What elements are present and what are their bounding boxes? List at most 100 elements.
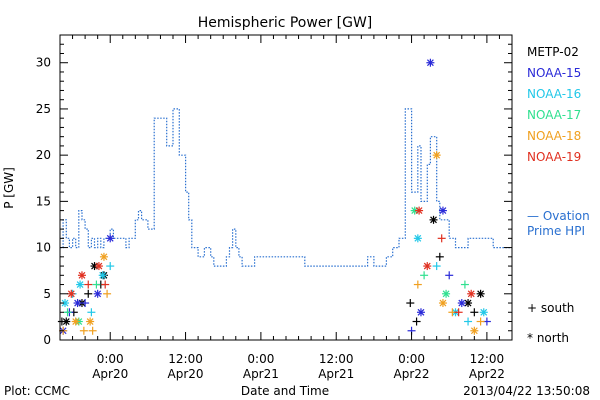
point-stroke: [426, 59, 434, 67]
x-tick-label-date: Apr20: [92, 367, 128, 381]
ovation-series-layer: [60, 108, 512, 267]
point-stroke: [415, 207, 423, 215]
point-stroke: [62, 318, 70, 325]
y-tick-label: 30: [36, 56, 51, 70]
data-point-noaa-19-north: [415, 206, 424, 215]
data-point-metp-02-south: [406, 299, 415, 308]
ovation-hpi-line: [60, 108, 512, 267]
data-point-noaa-16-south: [432, 262, 441, 271]
point-stroke: [74, 299, 82, 307]
y-tick-label: 15: [36, 194, 51, 208]
point-stroke: [67, 290, 75, 298]
x-tick-label-time: 12:00: [319, 352, 354, 366]
data-point-noaa-18-north: [86, 317, 95, 326]
x-tick-label-time: 0:00: [398, 352, 425, 366]
legend-marker-north: * north: [527, 331, 569, 345]
point-stroke: [414, 234, 422, 242]
x-tick-label-date: Apr21: [318, 367, 354, 381]
x-tick-label-time: 0:00: [247, 352, 274, 366]
data-point-noaa-15-north: [73, 299, 82, 308]
data-point-noaa-16-north: [98, 271, 107, 280]
point-stroke: [99, 271, 107, 279]
data-point-noaa-18-north: [71, 317, 80, 326]
x-tick-label-date: Apr22: [394, 367, 430, 381]
data-point-metp-02-south: [470, 308, 479, 317]
y-tick-label: 20: [36, 148, 51, 162]
data-point-noaa-15-north: [438, 206, 447, 215]
data-point-noaa-18-south: [413, 280, 422, 289]
data-point-noaa-16-north: [61, 299, 70, 308]
point-stroke: [433, 151, 441, 159]
data-point-noaa-17-south: [460, 280, 469, 289]
point-stroke: [464, 299, 472, 307]
x-tick-label-date: Apr21: [243, 367, 279, 381]
data-point-noaa-16-south: [87, 308, 96, 317]
data-point-noaa-16-south: [106, 262, 115, 271]
point-stroke: [61, 299, 69, 307]
point-stroke: [86, 318, 94, 325]
point-stroke: [423, 262, 431, 270]
data-point-noaa-17-south: [420, 271, 429, 280]
data-point-metp-02-north: [476, 289, 485, 298]
y-tick-label: 0: [43, 333, 51, 347]
point-stroke: [76, 281, 84, 288]
point-stroke: [477, 290, 485, 298]
y-tick-label: 25: [36, 102, 51, 116]
data-point-noaa-17-south: [63, 308, 72, 317]
legend-entry-noaa-18: NOAA-18: [527, 129, 581, 143]
data-point-noaa-15-north: [426, 58, 435, 67]
point-stroke: [470, 327, 478, 335]
y-axis-label: P [GW]: [2, 167, 16, 209]
point-stroke: [458, 299, 466, 307]
data-point-noaa-19-north: [467, 289, 476, 298]
point-stroke: [417, 308, 425, 316]
x-tick-label-time: 12:00: [470, 352, 505, 366]
point-stroke: [439, 207, 447, 215]
point-stroke: [430, 216, 437, 224]
data-point-noaa-15-north: [93, 289, 102, 298]
data-point-noaa-18-south: [79, 326, 88, 335]
point-stroke: [442, 290, 450, 298]
data-point-noaa-15-north: [106, 234, 115, 243]
data-point-noaa-15-north: [416, 308, 425, 317]
y-tick-label: 10: [36, 241, 51, 255]
legend-entry-noaa-16: NOAA-16: [527, 87, 581, 101]
data-point-metp-02-south: [435, 252, 444, 261]
data-point-noaa-18-north: [470, 326, 479, 335]
data-point-noaa-15-south: [445, 271, 454, 280]
data-point-noaa-15-north: [457, 299, 466, 308]
data-point-noaa-18-north: [99, 252, 108, 261]
x-tick-label-time: 0:00: [97, 352, 124, 366]
point-stroke: [78, 271, 86, 279]
data-point-noaa-18-north: [438, 299, 447, 308]
footer-timestamp: 2013/04/22 13:50:08: [463, 384, 590, 398]
data-point-noaa-19-north: [94, 262, 103, 271]
point-stroke: [100, 253, 108, 261]
x-axis-label: Date and Time: [241, 384, 329, 398]
data-point-noaa-19-south: [454, 308, 463, 317]
point-stroke: [467, 290, 475, 298]
legend-entry-noaa-17: NOAA-17: [527, 108, 581, 122]
legend-entry-noaa-15: NOAA-15: [527, 66, 581, 80]
data-point-metp-02-north: [429, 215, 438, 224]
legend-marker-south: + south: [527, 301, 574, 315]
data-point-noaa-19-south: [101, 280, 110, 289]
axes-layer: 0510152025300:00Apr2012:00Apr200:00Apr21…: [36, 34, 513, 381]
data-point-metp-02-south: [84, 289, 93, 298]
data-point-noaa-18-south: [88, 326, 97, 335]
legend-entry-metp-02: METP-02: [527, 45, 579, 59]
legend-ovation-line1: — Ovation: [527, 209, 590, 223]
data-point-noaa-19-south: [84, 280, 93, 289]
data-point-noaa-17-north: [442, 289, 451, 298]
point-stroke: [106, 234, 114, 242]
data-point-noaa-19-north: [67, 289, 76, 298]
legend-entry-noaa-19: NOAA-19: [527, 150, 581, 164]
x-tick-label-date: Apr20: [168, 367, 204, 381]
legend-layer: METP-02 NOAA-15 NOAA-16 NOAA-17 NOAA-18 NOAA-…: [527, 45, 590, 345]
point-stroke: [94, 290, 102, 298]
point-stroke: [72, 318, 80, 325]
chart-title: Hemispheric Power [GW]: [198, 15, 373, 31]
data-point-noaa-16-south: [464, 317, 473, 326]
